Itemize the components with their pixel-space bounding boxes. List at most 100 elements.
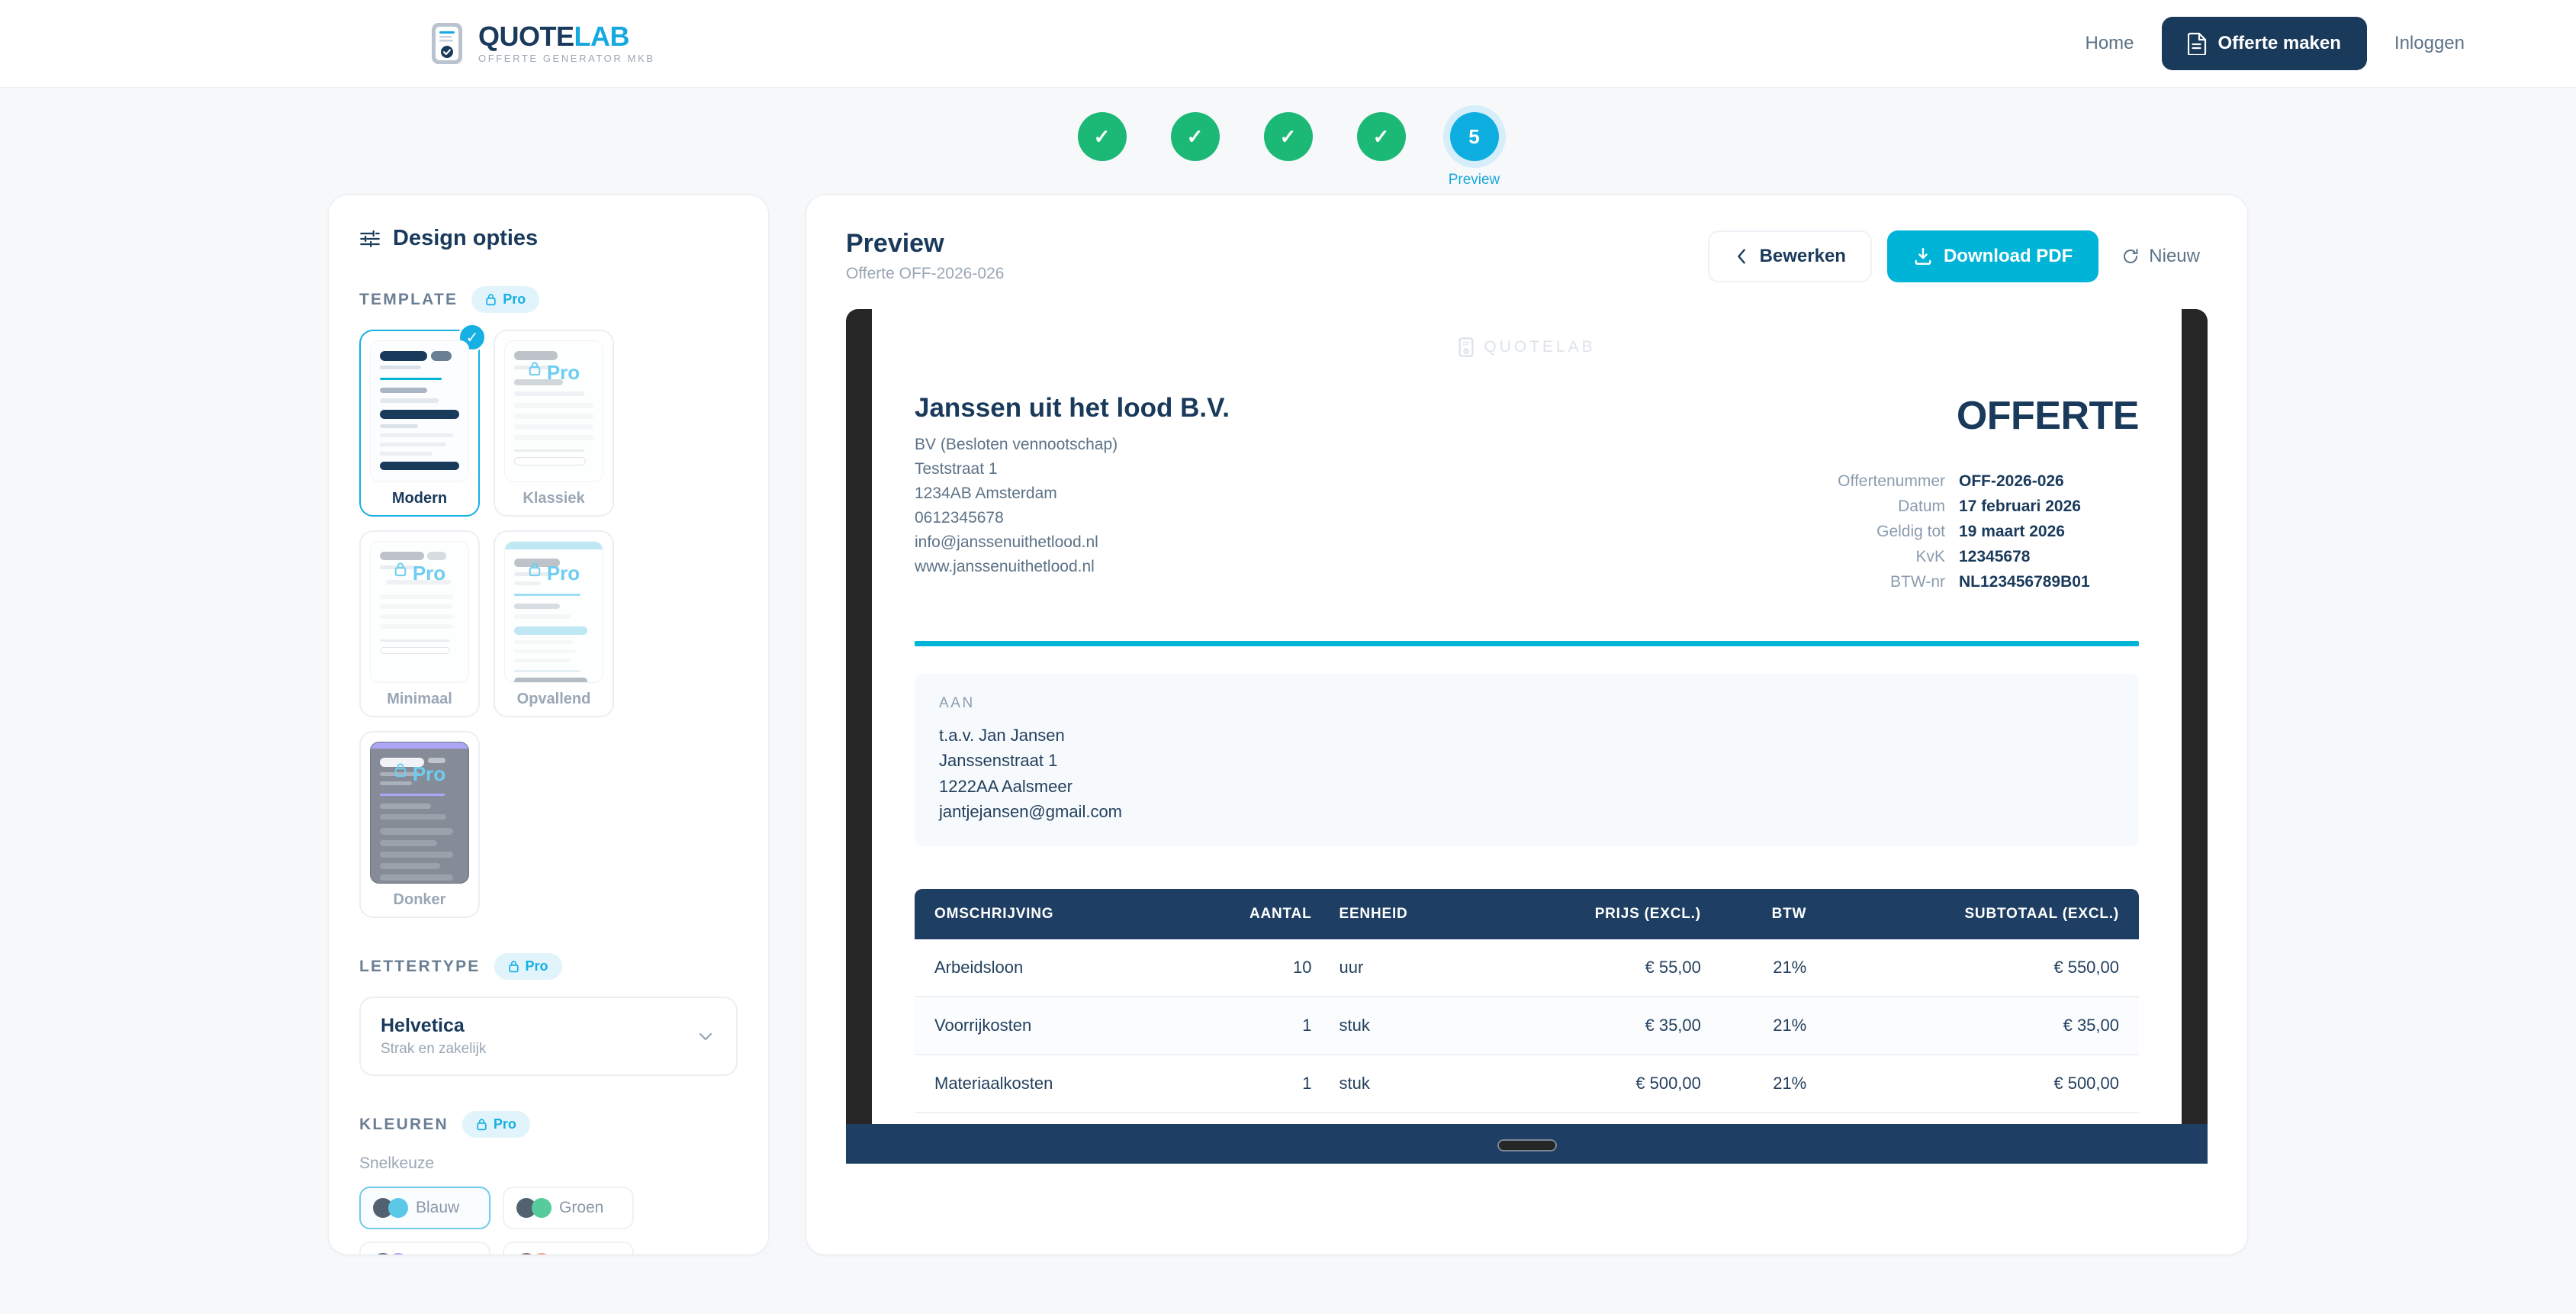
cell-btw: 21% (1714, 996, 1821, 1055)
step-5-preview[interactable]: 5 Preview (1446, 112, 1503, 188)
color-dots-groen (516, 1198, 552, 1218)
company-phone: 0612345678 (915, 508, 1004, 527)
design-options-panel: Design opties TEMPLATE Pro ✓ (328, 195, 769, 1255)
template-pro-label-donker: Pro (412, 762, 446, 785)
nav-link-inloggen[interactable]: Inloggen (2394, 33, 2465, 53)
cell-prijs: € 35,00 (1488, 996, 1715, 1055)
brand-logo[interactable]: QUOTELAB OFFERTE GENERATOR MKB (429, 21, 655, 66)
cell-aantal: 1 (1173, 1054, 1326, 1113)
main-navigation: Home Offerte maken Inloggen (2065, 17, 2484, 70)
lock-icon (477, 1119, 487, 1131)
document-meta-list: Offertenummer OFF-2026-026 Datum 17 febr… (1838, 472, 2139, 591)
color-preset-rood[interactable]: Rood (503, 1242, 634, 1255)
refresh-icon (2124, 248, 2138, 263)
template-pro-label-minimaal: Pro (412, 562, 446, 585)
recipient-email: jantjejansen@gmail.com (939, 802, 1123, 822)
font-select[interactable]: Helvetica Strak en zakelijk (359, 997, 738, 1076)
color-preset-paars[interactable]: Paars (359, 1242, 490, 1255)
lock-icon (508, 961, 519, 973)
color-preset-blauw[interactable]: Blauw (359, 1187, 490, 1229)
cell-omschrijving: Voorrijkosten (915, 996, 1174, 1055)
step-5-label: Preview (1448, 172, 1500, 188)
step-4[interactable]: ✓ (1353, 112, 1410, 161)
document-header: Janssen uit het lood B.V. BV (Besloten v… (915, 393, 2139, 598)
template-section-header: TEMPLATE Pro (359, 286, 738, 313)
color-preset-label-groen: Groen (559, 1199, 604, 1216)
nav-link-home[interactable]: Home (2085, 33, 2134, 53)
new-quote-label: Nieuw (2149, 245, 2200, 266)
colors-pro-badge: Pro (461, 1111, 530, 1138)
preview-actions: Bewerken Download PDF Nieuw (1707, 230, 2208, 282)
step-1[interactable]: ✓ (1074, 112, 1130, 161)
meta-row-datum: Datum 17 februari 2026 (1838, 498, 2139, 516)
brand-word-lab: LAB (574, 21, 630, 52)
nav-button-offerte-maken[interactable]: Offerte maken (2161, 17, 2367, 70)
chevron-down-icon (699, 1032, 712, 1041)
col-omschrijving: OMSCHRIJVING (915, 888, 1174, 939)
document-icon (2187, 32, 2206, 55)
template-thumb-modern (370, 340, 469, 482)
color-preset-groen[interactable]: Groen (503, 1187, 634, 1229)
template-name-klassiek: Klassiek (523, 490, 585, 507)
template-option-minimaal[interactable]: Pro Minimaal (359, 530, 480, 717)
template-pro-overlay-donker: Pro (371, 742, 468, 883)
design-options-header: Design opties (359, 226, 738, 251)
quick-choice-label: Snelkeuze (359, 1155, 435, 1172)
company-city: 1234AB Amsterdam (915, 484, 1057, 502)
preview-drag-handle[interactable] (1497, 1139, 1557, 1151)
template-pro-label-opvallend: Pro (546, 562, 580, 585)
cell-aantal: 10 (1173, 939, 1326, 997)
new-quote-button[interactable]: Nieuw (2114, 232, 2208, 281)
chevron-left-icon (1737, 248, 1745, 264)
template-name-donker: Donker (393, 891, 446, 908)
lock-icon (394, 562, 407, 577)
col-btw: BTW (1714, 888, 1821, 939)
template-option-klassiek[interactable]: Pro Klassiek (494, 330, 614, 517)
edit-button-label: Bewerken (1759, 245, 1846, 266)
meta-key-btw-nr: BTW-nr (1890, 573, 1945, 591)
color-preset-label-rood: Rood (559, 1254, 597, 1255)
meta-key-offertenummer: Offertenummer (1838, 472, 1945, 490)
lock-icon (394, 763, 407, 778)
line-items-table: OMSCHRIJVING AANTAL EENHEID PRIJS (EXCL.… (915, 888, 2139, 1113)
download-pdf-label: Download PDF (1943, 245, 2073, 266)
recipient-block: AAN t.a.v. Jan Jansen Janssenstraat 1 12… (915, 674, 2139, 846)
col-aantal: AANTAL (1173, 888, 1326, 939)
color-preset-label-paars: Paars (416, 1254, 458, 1255)
document-meta-block: OFFERTE Offertenummer OFF-2026-026 Datum… (1838, 393, 2139, 598)
nav-button-label: Offerte maken (2217, 33, 2341, 53)
template-option-opvallend[interactable]: Pro Opvallend (494, 530, 614, 717)
template-option-donker[interactable]: Pro Donker (359, 731, 480, 918)
cell-subtotaal: € 35,00 (1820, 996, 2139, 1055)
progress-stepper: ✓ ✓ ✓ ✓ 5 Preview (0, 88, 2576, 195)
step-2[interactable]: ✓ (1167, 112, 1224, 161)
download-icon (1915, 247, 1931, 265)
top-navigation-bar: QUOTELAB OFFERTE GENERATOR MKB Home Offe… (0, 0, 2576, 88)
preview-subtitle: Offerte OFF-2026-026 (846, 265, 1005, 282)
main-content: Design opties TEMPLATE Pro ✓ (0, 195, 2576, 1255)
template-pro-overlay-opvallend: Pro (505, 542, 603, 682)
company-street: Teststraat 1 (915, 459, 998, 478)
line-items-body: Arbeidsloon 10 uur € 55,00 21% € 550,00 … (915, 939, 2139, 1113)
accent-divider (915, 641, 2139, 646)
step-3[interactable]: ✓ (1260, 112, 1317, 161)
col-prijs: PRIJS (EXCL.) (1488, 888, 1715, 939)
edit-button[interactable]: Bewerken (1707, 230, 1872, 282)
font-heading: LETTERTYPE (359, 957, 481, 975)
meta-row-kvk: KvK 12345678 (1838, 548, 2139, 566)
preview-panel: Preview Offerte OFF-2026-026 Bewerken Do… (806, 195, 2248, 1255)
cell-aantal: 1 (1173, 996, 1326, 1055)
font-pro-label: Pro (525, 958, 548, 974)
lock-icon (486, 294, 496, 306)
col-eenheid: EENHEID (1325, 888, 1489, 939)
download-pdf-button[interactable]: Download PDF (1886, 230, 2099, 282)
brand-tagline: OFFERTE GENERATOR MKB (478, 53, 655, 64)
template-pro-label: Pro (503, 291, 526, 307)
color-dots-blauw (373, 1198, 408, 1218)
table-row: Voorrijkosten 1 stuk € 35,00 21% € 35,00 (915, 996, 2139, 1055)
template-option-modern[interactable]: ✓ Modern (359, 323, 487, 517)
brand-word-quote: QUOTE (478, 21, 574, 52)
meta-row-btw-nr: BTW-nr NL123456789B01 (1838, 573, 2139, 591)
quote-document: QUOTELAB Janssen uit het lood B.V. BV (B… (872, 309, 2182, 1164)
sliders-icon (360, 230, 380, 247)
